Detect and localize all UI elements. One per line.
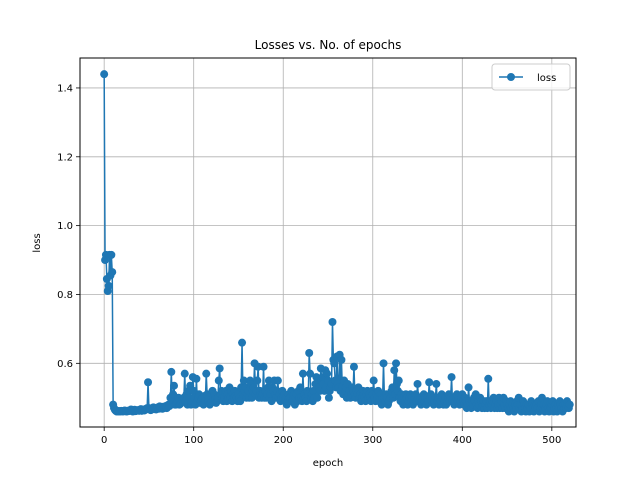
data-point: [253, 376, 262, 385]
data-point: [215, 364, 224, 373]
data-point: [413, 379, 422, 388]
data-point: [313, 393, 322, 402]
y-tick-label: 1.0: [57, 221, 73, 232]
y-tick-label: 0.8: [57, 290, 73, 301]
x-tick-label: 400: [453, 435, 472, 446]
data-point: [328, 318, 337, 327]
x-tick-label: 0: [101, 435, 107, 446]
data-point: [432, 379, 441, 388]
y-tick-label: 1.4: [57, 83, 73, 94]
data-point: [324, 393, 333, 402]
legend-label-loss: loss: [537, 73, 556, 84]
data-point: [379, 359, 388, 368]
data-point: [565, 400, 574, 409]
data-point: [259, 362, 268, 371]
legend: loss: [491, 63, 571, 91]
data-point: [238, 338, 247, 347]
x-axis-label: epoch: [313, 458, 343, 469]
data-point: [144, 378, 153, 387]
data-point: [447, 373, 456, 382]
data-point: [192, 374, 201, 383]
x-tick-label: 300: [363, 435, 382, 446]
x-tick-label: 500: [542, 435, 561, 446]
y-tick-label: 0.6: [57, 359, 73, 370]
data-point: [337, 355, 346, 364]
legend-marker-swatch: [507, 73, 515, 81]
data-point: [330, 359, 339, 368]
chart-title: Losses vs. No. of epochs: [255, 38, 402, 52]
data-point: [100, 70, 109, 79]
data-point: [464, 383, 473, 392]
data-point: [214, 376, 223, 385]
data-point: [305, 348, 314, 357]
data-point: [306, 369, 315, 378]
series-loss: [100, 70, 574, 416]
data-point: [273, 376, 282, 385]
data-point: [108, 268, 117, 277]
data-point: [236, 397, 245, 406]
data-point: [104, 281, 113, 290]
grid-lines: [80, 58, 576, 427]
data-point: [170, 381, 179, 390]
y-axis-ticks: 0.6 0.8 1.0 1.2 1.4: [57, 83, 80, 370]
y-tick-label: 1.2: [57, 152, 73, 163]
data-point: [349, 362, 358, 371]
data-point: [323, 369, 332, 378]
x-axis-ticks: 0 100 200 300 400 500: [101, 427, 561, 446]
data-point: [392, 359, 401, 368]
data-point: [239, 376, 248, 385]
data-point: [296, 383, 305, 392]
series-layer: [100, 70, 574, 416]
data-point: [425, 378, 434, 387]
data-point: [107, 250, 116, 259]
data-point: [180, 369, 189, 378]
x-tick-label: 200: [274, 435, 293, 446]
data-point: [394, 376, 403, 385]
data-point: [202, 369, 211, 378]
data-point: [390, 366, 399, 375]
data-point: [369, 376, 378, 385]
x-tick-label: 100: [184, 435, 203, 446]
legend-box: [491, 63, 571, 91]
data-point: [167, 367, 176, 376]
y-axis-label: loss: [32, 233, 43, 252]
data-point: [298, 369, 307, 378]
data-point: [484, 374, 493, 383]
plot-frame: [79, 57, 577, 428]
